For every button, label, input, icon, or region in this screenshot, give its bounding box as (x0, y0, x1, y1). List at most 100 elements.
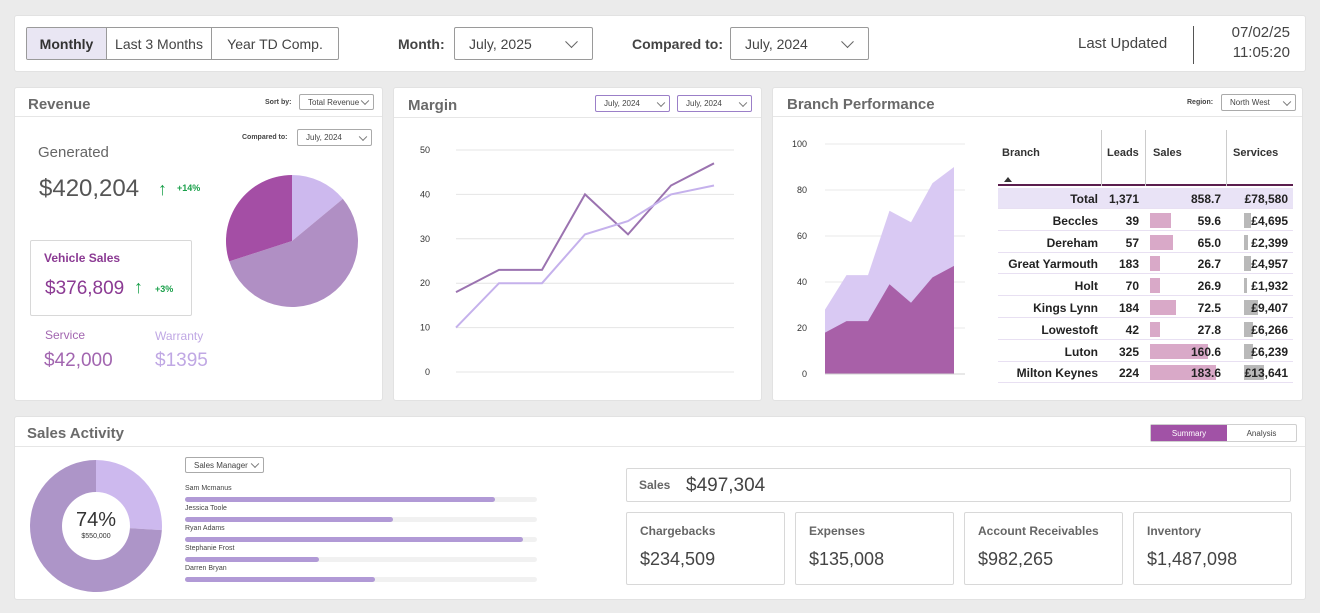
margin-filter-a[interactable]: July, 2024 (595, 95, 670, 112)
y-tick-label: 40 (420, 189, 430, 199)
cell-services: £78,580 (1244, 192, 1288, 206)
y-tick-label: 0 (425, 367, 430, 377)
kpi-chargebacks-label: Chargebacks (640, 524, 716, 538)
revenue-compared-value: July, 2024 (306, 133, 342, 142)
cell-leads: 183 (1118, 257, 1139, 272)
manager-bar-fill (185, 577, 376, 582)
sort-asc-icon[interactable] (1004, 177, 1012, 182)
y-tick-label: 50 (420, 145, 430, 155)
cell-sales: 59.6 (1197, 213, 1221, 228)
generated-value: $420,204 (39, 175, 140, 202)
services-bar (1244, 321, 1254, 337)
chevron-down-icon (656, 98, 666, 107)
manager-name: Jessica Toole (185, 505, 227, 512)
cell-sales: 183.6 (1190, 366, 1221, 381)
sales-manager-select[interactable]: Sales Manager (185, 457, 264, 473)
cell-sales: 160.6 (1190, 344, 1221, 359)
table-row[interactable]: Dereham 57 65.0 £2,399 (998, 231, 1293, 253)
manager-name: Ryan Adams (185, 525, 225, 532)
compared-select[interactable]: July, 2024 (730, 27, 869, 60)
table-row[interactable]: Holt 70 26.9 £1,932 (998, 275, 1293, 297)
period-last-3-months[interactable]: Last 3 Months (107, 28, 212, 59)
vehicle-sales-value: $376,809 (45, 278, 125, 299)
chevron-down-icon (565, 34, 578, 48)
sales-manager-value: Sales Manager (194, 460, 248, 470)
kpi-expenses-label: Expenses (809, 524, 866, 538)
cell-leads: 42 (1125, 322, 1139, 337)
col-sales-label: Sales (1153, 147, 1182, 159)
cell-branch: Beccles (1052, 213, 1098, 228)
margin-filter-b[interactable]: July, 2024 (677, 95, 752, 112)
cell-leads: 1,371 (1108, 192, 1139, 206)
month-select[interactable]: July, 2025 (454, 27, 593, 60)
cell-leads: 39 (1125, 213, 1139, 228)
header-divider (15, 116, 382, 117)
period-ytd-comp[interactable]: Year TD Comp. (227, 35, 323, 52)
arrow-up-icon: ↑ (158, 179, 167, 199)
sales-bar (1150, 343, 1208, 359)
cell-leads: 184 (1118, 301, 1139, 315)
area-series (825, 265, 954, 374)
vehicle-sales-box: Vehicle Sales $376,809 ↑ +3% (30, 240, 192, 316)
col-services-header[interactable]: Services (1227, 130, 1293, 186)
cell-services: £1,932 (1251, 279, 1288, 294)
period-selector: Monthly Last 3 Months Year TD Comp. (26, 27, 339, 60)
sales-kpi-label: Sales (639, 478, 671, 492)
cell-services: £9,407 (1251, 301, 1288, 315)
sales-bar (1150, 300, 1177, 315)
services-bar (1244, 343, 1254, 359)
kpi-chargebacks: Chargebacks $234,509 (626, 512, 785, 585)
table-total-row[interactable]: Total 1,371 858.7 £78,580 (998, 188, 1293, 209)
cell-leads: 70 (1125, 279, 1139, 294)
margin-card: Margin July, 2024 July, 2024 0 10 20 30 40 50 (393, 87, 762, 401)
chevron-down-icon (738, 98, 748, 107)
revenue-title: Revenue (28, 96, 91, 113)
region-select[interactable]: North West (1221, 94, 1296, 111)
cell-leads: 57 (1125, 235, 1139, 250)
table-row[interactable]: Lowestoft 42 27.8 £6,266 (998, 318, 1293, 340)
chevron-down-icon (360, 96, 370, 106)
table-row[interactable]: Great Yarmouth 183 26.7 £4,957 (998, 253, 1293, 275)
cell-leads: 325 (1118, 344, 1139, 359)
y-tick-label: 30 (420, 234, 430, 244)
last-updated-label: Last Updated (1078, 35, 1168, 52)
cell-sales: 858.7 (1190, 192, 1221, 206)
sales-bar (1150, 365, 1216, 381)
cell-sales: 27.8 (1197, 322, 1221, 337)
cell-sales: 72.5 (1197, 301, 1221, 315)
kpi-expenses-value: $135,008 (809, 549, 885, 569)
generated-change: +14% (177, 183, 201, 193)
chevron-down-icon (250, 459, 260, 469)
cell-sales: 26.7 (1197, 257, 1221, 272)
kpi-inventory: Inventory $1,487,098 (1133, 512, 1292, 585)
period-monthly[interactable]: Monthly (27, 28, 107, 59)
header-divider (773, 116, 1302, 117)
col-sales-header[interactable]: Sales (1146, 130, 1227, 186)
col-branch-header[interactable]: Branch (998, 130, 1102, 186)
last-updated-date: 07/02/25 (1231, 24, 1290, 41)
chevron-down-icon (1282, 97, 1292, 106)
table-row[interactable]: Kings Lynn 184 72.5 £9,407 (998, 297, 1293, 318)
cell-sales: 26.9 (1197, 279, 1221, 294)
sales-activity-card: Sales Activity Summary Analysis 74% $550… (14, 416, 1306, 600)
series-line (455, 184, 715, 329)
col-leads-header[interactable]: Leads (1102, 130, 1146, 186)
col-branch-label: Branch (1002, 147, 1040, 159)
revenue-compared-select[interactable]: July, 2024 (297, 129, 372, 146)
services-bar (1244, 212, 1251, 228)
kpi-receivables-value: $982,265 (978, 549, 1054, 569)
table-row[interactable]: Beccles 39 59.6 £4,695 (998, 209, 1293, 231)
col-leads-label: Leads (1107, 147, 1139, 159)
table-row[interactable]: Milton Keynes 224 183.6 £13,641 (998, 362, 1293, 384)
tab-analysis[interactable]: Analysis (1246, 428, 1277, 438)
pie-slice (226, 175, 292, 262)
table-row[interactable]: Luton 325 160.6 £6,239 (998, 340, 1293, 362)
cell-branch: Kings Lynn (1033, 301, 1098, 315)
kpi-account-receivables: Account Receivables $982,265 (964, 512, 1123, 585)
view-toggle: Summary Analysis (1150, 424, 1297, 442)
header-divider (394, 117, 761, 118)
tab-summary[interactable]: Summary (1151, 425, 1227, 441)
y-tick-label: 80 (797, 185, 807, 195)
sort-by-select[interactable]: Total Revenue (299, 94, 374, 110)
services-bar (1244, 256, 1252, 272)
